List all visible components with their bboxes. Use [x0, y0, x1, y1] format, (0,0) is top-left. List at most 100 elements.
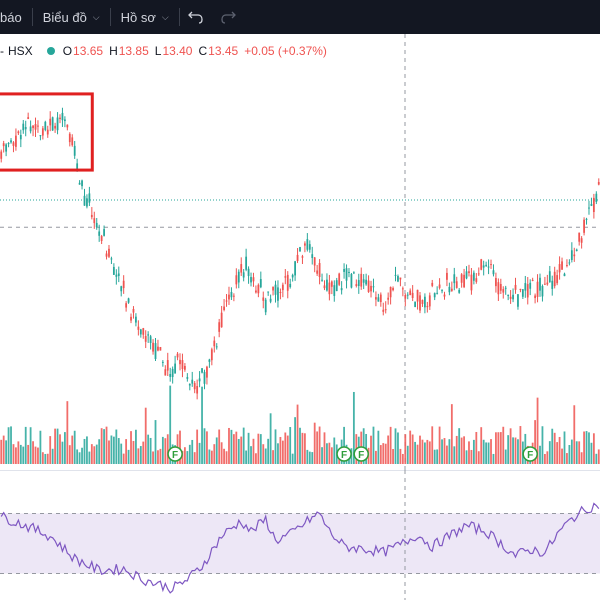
volume-bar	[404, 434, 407, 464]
event-marker-circle	[336, 446, 352, 462]
candle-body	[443, 294, 446, 297]
volume-bar	[181, 450, 184, 464]
volume-bar	[78, 452, 81, 464]
candle-body	[115, 274, 118, 277]
volume-bar	[499, 432, 502, 464]
candle-body	[147, 334, 150, 336]
volume-bar	[267, 438, 270, 464]
volume-bar	[539, 445, 541, 464]
candle-body	[44, 121, 47, 130]
volume-bar	[475, 431, 478, 464]
volume-bar	[137, 448, 140, 464]
volume-bar	[330, 447, 333, 464]
volume-bar	[161, 436, 164, 464]
candle-body	[144, 335, 147, 342]
profile-menu-button[interactable]: Hồ sơ ⌵	[111, 0, 179, 34]
highlight-box[interactable]	[0, 92, 94, 172]
volume-bar	[311, 452, 314, 464]
exchange-label[interactable]: HSX	[8, 44, 33, 58]
volume-bar	[583, 431, 585, 464]
undo-button[interactable]	[180, 0, 212, 34]
candle-body	[164, 369, 167, 376]
volume-bar	[201, 386, 203, 464]
candle-body	[379, 294, 382, 303]
candle-body	[130, 316, 132, 321]
volume-bar	[147, 434, 150, 464]
volume-bar	[492, 453, 495, 464]
volume-bar	[428, 441, 431, 464]
volume-bar	[514, 437, 517, 464]
candle-body	[240, 264, 243, 273]
volume-bar	[328, 442, 331, 464]
volume-bar	[83, 438, 86, 464]
volume-bar	[15, 447, 17, 464]
volume-bar	[193, 452, 196, 464]
change-value: +0.05 (+0.37%)	[244, 44, 327, 58]
volume-bar	[443, 438, 446, 464]
candle-body	[414, 301, 417, 307]
candle-body	[235, 275, 238, 285]
volume-bar	[426, 439, 429, 464]
volume-bar	[32, 441, 34, 464]
volume-bar	[406, 445, 409, 464]
high-key: H	[109, 44, 118, 58]
chart-menu-button[interactable]: Biểu đồ ⌵	[33, 0, 110, 34]
candle-body	[556, 275, 559, 284]
volume-bar	[333, 437, 336, 464]
symbol-legend: - HSX O 13.65 H 13.85 L 13.40 C 13.45 +0…	[0, 42, 333, 60]
volume-bar	[76, 449, 79, 464]
volume-bar	[536, 397, 539, 464]
volume-bar	[580, 452, 583, 464]
volume-bar	[296, 404, 299, 464]
alert-menu-button[interactable]: báo	[0, 0, 32, 34]
candle-body	[29, 126, 32, 132]
chevron-down-icon: ⌵	[92, 11, 100, 22]
rsi-panel[interactable]	[0, 470, 600, 600]
volume-bar	[264, 448, 267, 464]
volume-bar	[301, 432, 304, 464]
candle-body	[566, 265, 568, 267]
volume-bar	[546, 451, 549, 464]
candle-body	[512, 294, 514, 300]
volume-bar	[218, 429, 221, 464]
volume-bar	[127, 449, 130, 464]
volume-bar	[196, 429, 199, 464]
candle-body	[475, 278, 478, 282]
candle-body	[259, 279, 262, 288]
candle-body	[580, 238, 583, 243]
candle-body	[237, 271, 240, 283]
candle-body	[218, 322, 221, 332]
candle-body	[51, 117, 54, 131]
candle-body	[174, 363, 177, 374]
volume-bar	[59, 434, 61, 464]
redo-button[interactable]	[212, 0, 244, 34]
candle-body	[306, 239, 309, 250]
candle-body	[360, 273, 363, 287]
candle-body	[340, 288, 343, 291]
volume-bar	[595, 453, 598, 464]
volume-bar	[362, 428, 365, 464]
candle-body	[281, 284, 284, 291]
candle-body	[117, 273, 120, 276]
volume-bar	[203, 428, 206, 464]
candle-body	[419, 295, 421, 311]
volume-bar	[490, 439, 492, 464]
candle-body	[262, 297, 265, 301]
candle-body	[296, 254, 299, 261]
volume-bar	[277, 443, 279, 464]
event-marker-label: F	[172, 450, 178, 461]
candle-body	[583, 219, 585, 233]
volume-bar	[237, 438, 240, 464]
volume-bar	[22, 446, 25, 464]
volume-bar	[215, 437, 218, 464]
candle-body	[308, 244, 311, 250]
candle-body	[10, 140, 12, 143]
alert-menu-label: báo	[0, 9, 22, 25]
volume-bar	[468, 441, 470, 464]
candle-body	[24, 127, 27, 130]
volume-bar	[558, 436, 561, 464]
candle-body	[56, 117, 59, 131]
candle-body	[12, 142, 15, 146]
candle-body	[132, 308, 135, 313]
